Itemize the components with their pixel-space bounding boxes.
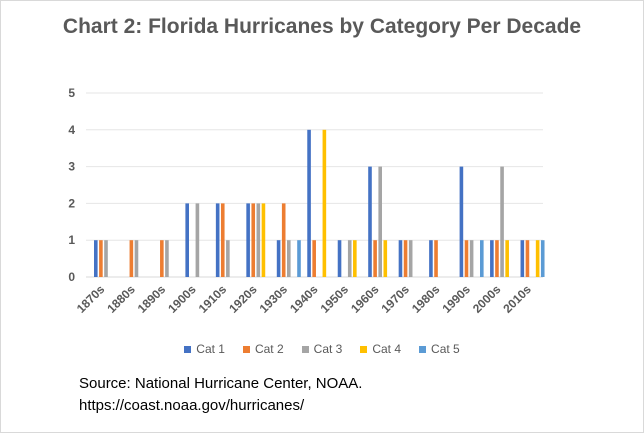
x-tick-label: 1900s: [165, 282, 199, 316]
x-tick-label: 1870s: [74, 282, 108, 316]
bar-cat-2: [281, 203, 286, 277]
y-tick-label: 4: [68, 123, 75, 137]
bar-cat-3: [195, 203, 200, 277]
bar-cat-2: [403, 240, 408, 277]
bar-cat-3: [378, 166, 382, 277]
bar-cat-4: [505, 240, 509, 277]
bar-cat-2: [99, 240, 103, 277]
source-line-1: Source: National Hurricane Center, NOAA.: [79, 375, 363, 392]
bar-cat-3: [134, 240, 139, 277]
x-tick-label: 1980s: [409, 282, 443, 316]
bar-cat-1: [276, 240, 281, 277]
x-tick-label: 1950s: [318, 282, 352, 316]
legend-item: Cat 1: [184, 342, 225, 356]
x-tick-label: 1990s: [439, 282, 473, 316]
y-tick-label: 3: [68, 160, 75, 174]
bar-cat-2: [373, 240, 377, 277]
bar-cat-3: [287, 240, 291, 277]
bar-cat-4: [535, 240, 540, 277]
chart-title: Chart 2: Florida Hurricanes by Category …: [62, 15, 582, 38]
bar-cat-5: [540, 240, 545, 277]
legend-swatch: [360, 345, 368, 353]
x-tick-label: 1890s: [135, 282, 169, 316]
bar-cat-3: [469, 240, 474, 277]
bar-cat-1: [490, 240, 494, 277]
legend-item: Cat 2: [242, 342, 284, 356]
bar-cat-2: [220, 203, 225, 277]
legend-swatch: [419, 345, 427, 353]
bar-cat-2: [251, 203, 256, 277]
x-tick-label: 1880s: [104, 282, 138, 316]
y-tick-label: 1: [68, 233, 75, 247]
bar-chart: 0 1 2 3 4 5 1870s1880s1890s1900s1910s1920s1930…: [68, 86, 545, 316]
bar-cat-3: [500, 166, 504, 277]
bar-cat-4: [261, 203, 266, 277]
bar-cat-1: [520, 240, 525, 277]
bar-cat-1: [215, 203, 220, 277]
x-tick-label: 1970s: [379, 282, 413, 316]
legend-item: Cat 5: [419, 342, 460, 356]
bar-cat-3: [226, 240, 230, 277]
bar-cat-1: [459, 166, 464, 277]
bar-cat-4: [353, 240, 357, 277]
x-tick-label: 1930s: [257, 282, 291, 316]
x-tick-label: 1960s: [348, 282, 382, 316]
bar-cat-1: [337, 240, 342, 277]
bar-cat-3: [347, 240, 352, 277]
legend-swatch: [242, 345, 250, 353]
legend-label: Cat 5: [431, 342, 460, 356]
x-tick-label: 1940s: [287, 282, 321, 316]
chart-legend: Cat 1 Cat 2 Cat 3 Cat 4 Cat 5: [1, 342, 643, 356]
y-tick-label: 5: [68, 86, 75, 100]
bar-cat-1: [398, 240, 403, 277]
bar-cat-2: [129, 240, 134, 277]
bar-cat-2: [525, 240, 530, 277]
bar-cat-4: [383, 240, 388, 277]
bar-cat-1: [368, 166, 372, 277]
bar-cat-5: [480, 240, 484, 277]
bar-cat-3: [165, 240, 169, 277]
x-tick-label: 2010s: [500, 282, 534, 316]
bar-cat-2: [312, 240, 316, 277]
bar-cat-5: [297, 240, 301, 277]
bar-cat-2: [464, 240, 469, 277]
source-line-2: https://coast.noaa.gov/hurricanes/: [79, 397, 305, 414]
y-tick-label: 0: [68, 270, 75, 284]
x-tick-label: 1920s: [226, 282, 260, 316]
bar-cat-1: [307, 129, 311, 277]
legend-item: Cat 3: [301, 342, 343, 356]
bar-cat-2: [434, 240, 438, 277]
legend-label: Cat 1: [196, 342, 225, 356]
legend-swatch: [301, 345, 309, 353]
bar-cat-1: [429, 240, 433, 277]
bar-cat-3: [256, 203, 261, 277]
legend-label: Cat 3: [313, 342, 343, 356]
y-tick-label: 2: [68, 196, 75, 210]
legend-label: Cat 2: [254, 342, 284, 356]
legend-item: Cat 4: [360, 342, 401, 356]
source-note: Source: National Hurricane Center, NOAA.…: [79, 373, 362, 417]
legend-swatch: [184, 345, 192, 353]
bar-cat-1: [246, 203, 250, 277]
bar-cat-1: [185, 203, 189, 277]
bar-cat-2: [495, 240, 499, 277]
bar-cat-1: [94, 240, 98, 277]
bar-cat-2: [160, 240, 164, 277]
bar-cat-3: [408, 240, 413, 277]
x-tick-label: 2000s: [470, 282, 504, 316]
bar-cat-3: [104, 240, 108, 277]
legend-label: Cat 4: [372, 342, 402, 356]
x-tick-label: 1910s: [196, 282, 230, 316]
bar-cat-4: [322, 129, 327, 277]
